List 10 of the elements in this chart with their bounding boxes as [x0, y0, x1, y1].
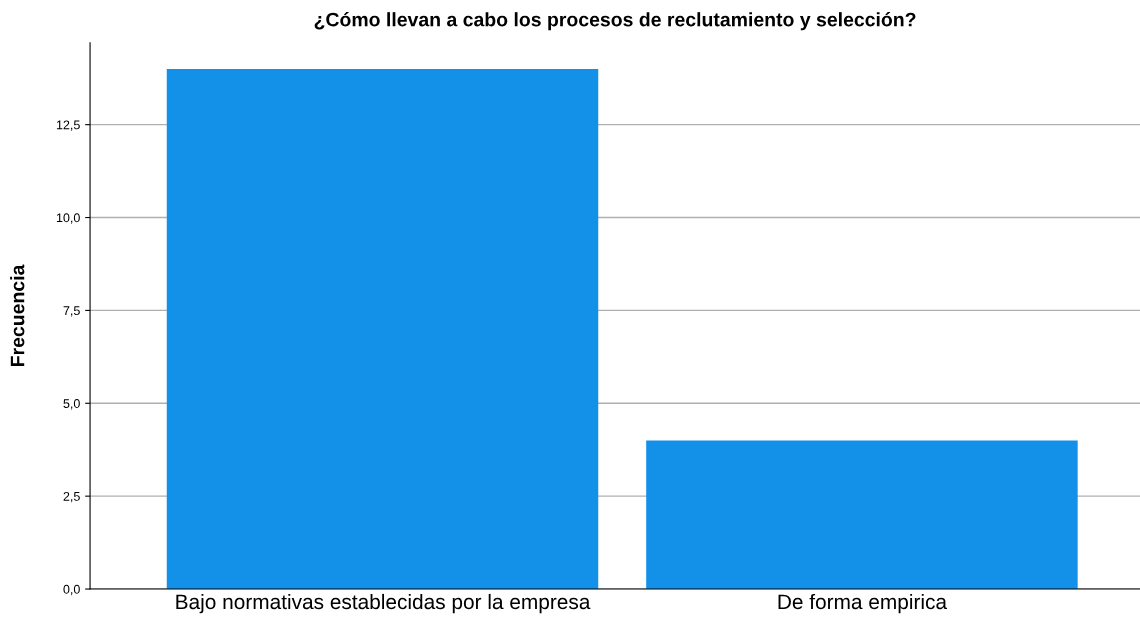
y-tick-label: 10,0 — [56, 213, 80, 224]
x-tick-label: De forma empirica — [778, 593, 948, 614]
x-tick-label: Bajo normativas establecidas por la empresa — [176, 593, 591, 614]
y-tick-label: 5,0 — [63, 399, 80, 410]
y-tick-label: 12,5 — [56, 120, 80, 131]
y-tick-label: 2,5 — [63, 491, 80, 503]
y-axis-title: Frecuencia — [10, 264, 25, 367]
y-tick-label: 0,0 — [63, 584, 80, 596]
y-tick-label: 7,5 — [63, 306, 80, 317]
chart-title: ¿Cómo llevan a cabo los procesos de reclutamiento y selección? — [314, 11, 916, 31]
